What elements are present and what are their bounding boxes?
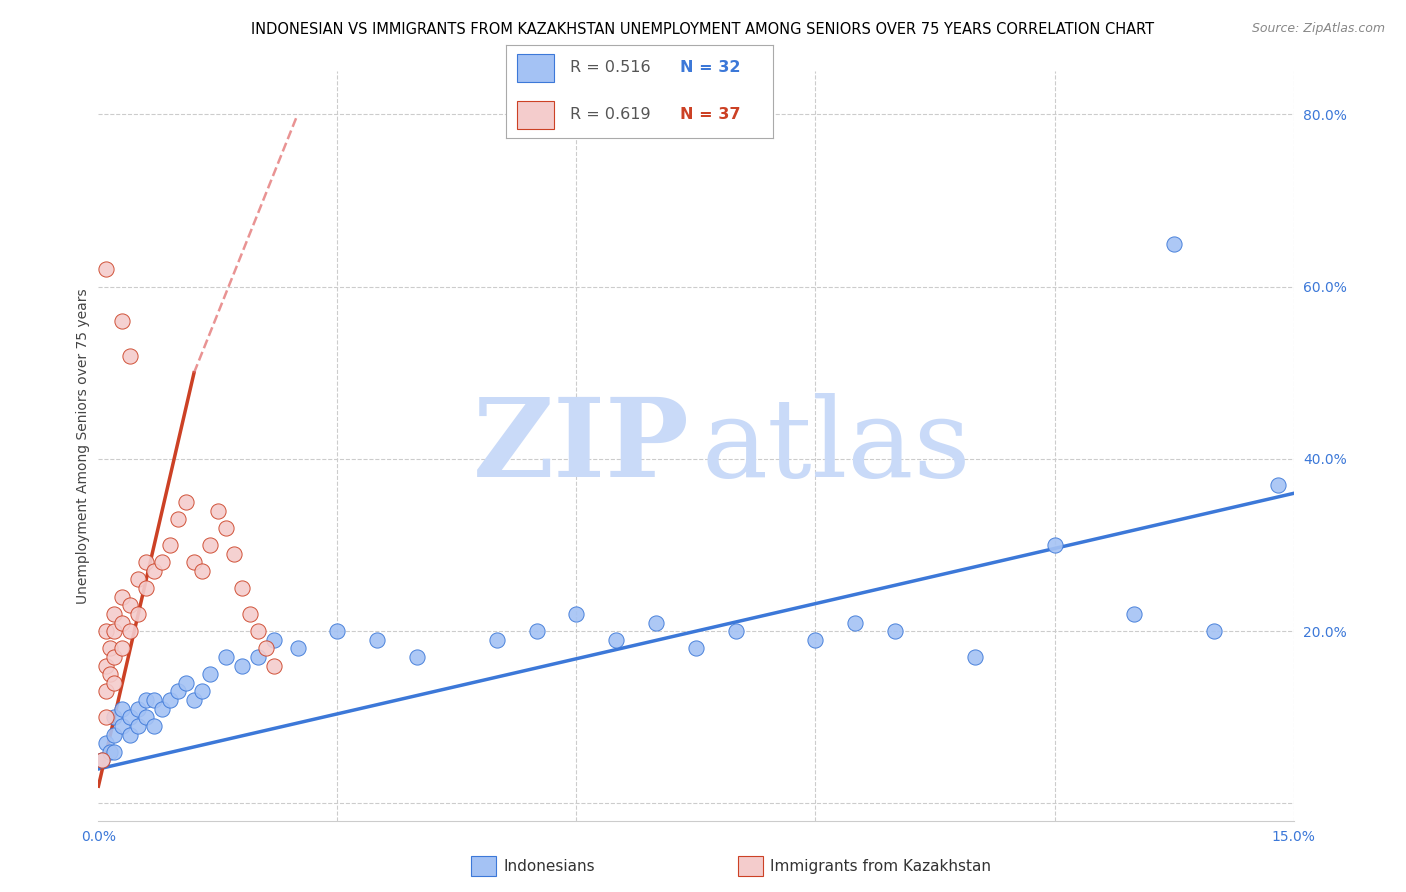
FancyBboxPatch shape: [517, 101, 554, 129]
Point: [485, 632, 508, 647]
Point: [120, 710, 142, 724]
Point: [246, 624, 269, 639]
Point: [150, 555, 173, 569]
Point: [159, 538, 181, 552]
Point: [526, 624, 548, 639]
Point: [198, 538, 221, 552]
Point: [111, 615, 134, 630]
Point: [98, 667, 122, 681]
Point: [111, 314, 134, 328]
Point: [174, 676, 197, 690]
Point: [143, 719, 166, 733]
Point: [239, 607, 262, 621]
Point: [98, 641, 122, 656]
Text: Indonesians: Indonesians: [503, 859, 595, 873]
Point: [98, 745, 122, 759]
Point: [963, 650, 986, 665]
Point: [96, 658, 118, 673]
Point: [111, 590, 134, 604]
Point: [605, 632, 627, 647]
Text: R = 0.619: R = 0.619: [571, 107, 651, 122]
Point: [103, 745, 125, 759]
Text: N = 37: N = 37: [681, 107, 741, 122]
Point: [96, 684, 118, 698]
Text: R = 0.516: R = 0.516: [571, 60, 651, 75]
Text: N = 32: N = 32: [681, 60, 741, 75]
Point: [111, 719, 134, 733]
Point: [91, 753, 114, 767]
Point: [366, 632, 388, 647]
Point: [167, 684, 190, 698]
Point: [804, 632, 827, 647]
Point: [120, 624, 142, 639]
Point: [150, 701, 173, 715]
Point: [645, 615, 668, 630]
Point: [127, 573, 149, 587]
Point: [127, 607, 149, 621]
Point: [326, 624, 349, 639]
Point: [183, 693, 205, 707]
Point: [91, 753, 114, 767]
Point: [844, 615, 866, 630]
Text: ZIP: ZIP: [474, 392, 690, 500]
Point: [120, 349, 142, 363]
Point: [198, 667, 221, 681]
Point: [406, 650, 429, 665]
Point: [246, 650, 269, 665]
Point: [103, 650, 125, 665]
Y-axis label: Unemployment Among Seniors over 75 years: Unemployment Among Seniors over 75 years: [76, 288, 90, 604]
Point: [207, 503, 229, 517]
Point: [159, 693, 181, 707]
Point: [1202, 624, 1225, 639]
Point: [263, 658, 285, 673]
Text: Immigrants from Kazakhstan: Immigrants from Kazakhstan: [770, 859, 991, 873]
Point: [884, 624, 907, 639]
Point: [135, 693, 157, 707]
Point: [174, 495, 197, 509]
Point: [120, 599, 142, 613]
Point: [143, 693, 166, 707]
Point: [1043, 538, 1066, 552]
Point: [1123, 607, 1146, 621]
Point: [231, 658, 253, 673]
Point: [1267, 477, 1289, 491]
Point: [231, 581, 253, 595]
Point: [222, 547, 245, 561]
Point: [103, 710, 125, 724]
Point: [565, 607, 588, 621]
Point: [135, 710, 157, 724]
Point: [103, 676, 125, 690]
Text: Source: ZipAtlas.com: Source: ZipAtlas.com: [1251, 22, 1385, 36]
Point: [103, 624, 125, 639]
Point: [143, 564, 166, 578]
Text: INDONESIAN VS IMMIGRANTS FROM KAZAKHSTAN UNEMPLOYMENT AMONG SENIORS OVER 75 YEAR: INDONESIAN VS IMMIGRANTS FROM KAZAKHSTAN…: [252, 22, 1154, 37]
Point: [103, 607, 125, 621]
Point: [215, 521, 238, 535]
Point: [254, 641, 277, 656]
Point: [103, 727, 125, 741]
Point: [111, 641, 134, 656]
Point: [135, 581, 157, 595]
Point: [127, 719, 149, 733]
Point: [96, 262, 118, 277]
Point: [215, 650, 238, 665]
Point: [96, 736, 118, 750]
Point: [183, 555, 205, 569]
Point: [685, 641, 707, 656]
Point: [1163, 236, 1185, 251]
Point: [724, 624, 747, 639]
Text: atlas: atlas: [702, 392, 972, 500]
Point: [167, 512, 190, 526]
Point: [191, 684, 214, 698]
Point: [263, 632, 285, 647]
Point: [127, 701, 149, 715]
Point: [287, 641, 309, 656]
Point: [96, 710, 118, 724]
Point: [111, 701, 134, 715]
Point: [120, 727, 142, 741]
Point: [135, 555, 157, 569]
Point: [191, 564, 214, 578]
Point: [96, 624, 118, 639]
FancyBboxPatch shape: [517, 54, 554, 82]
